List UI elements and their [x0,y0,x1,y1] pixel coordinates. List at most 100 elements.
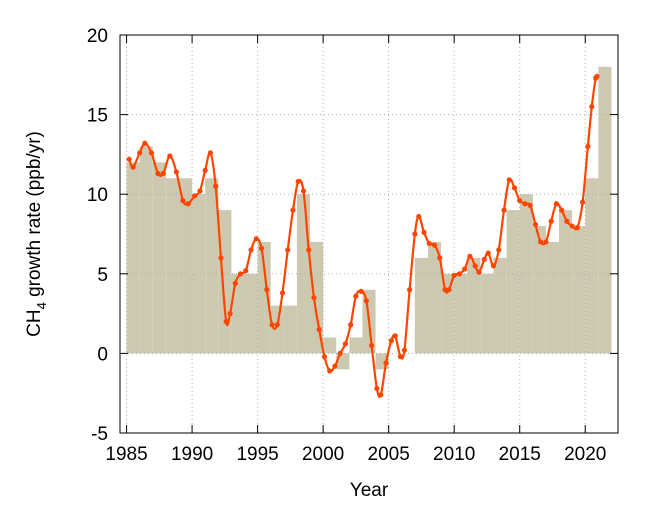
line-point [248,247,254,253]
y-label-main: CH [24,309,45,336]
line-point [496,247,502,253]
x-tick-label: 2000 [302,444,344,465]
line-point [442,287,448,293]
line-point [456,271,463,277]
bar [349,337,363,354]
bar [323,337,337,354]
line-point [392,333,398,339]
line-point [332,363,338,369]
line-point [472,263,478,269]
bar [414,257,428,354]
line-point [501,207,507,213]
line-point [197,188,203,194]
line-point [481,256,487,263]
line-point [192,193,198,199]
bar [506,210,520,354]
bar [467,257,481,354]
line-point [160,170,166,177]
bar [441,273,455,354]
line-point [126,156,132,162]
line-point [490,263,497,269]
bar [454,273,468,354]
line-point [378,392,384,398]
line-point [237,271,244,277]
line-point [348,322,354,328]
x-tick-label: 1995 [236,444,278,465]
line-point [290,207,296,213]
y-axis-label: CH4 growth rate (ppb/yr) [24,131,49,337]
line-point [412,231,418,237]
bar [257,241,271,354]
line-point [285,247,291,253]
bar [205,178,219,354]
x-tick-label: 1985 [105,444,147,465]
line-point [137,150,143,156]
bar [270,305,284,354]
bar [139,146,153,354]
line-point [431,242,438,248]
line-point [401,347,407,353]
bar [559,210,573,354]
plot-frame [119,34,619,434]
y-tick-label: 20 [87,26,108,47]
bar [283,305,297,354]
bar [598,66,612,354]
line-point [569,223,575,229]
line-point [485,250,491,256]
line-point [316,326,322,333]
bar [493,257,507,354]
bar [126,162,140,354]
line-point [279,290,286,296]
line-point [300,188,307,194]
line-point [538,239,544,245]
bar [519,194,533,354]
line-point [130,164,136,170]
line-point [202,167,208,173]
line-point [342,341,349,347]
line-point [476,269,482,275]
line-point [467,253,473,259]
line-point [559,207,565,213]
line-point [416,213,422,220]
bar [585,178,599,354]
line-point [462,266,468,272]
bar [572,226,586,354]
x-tick-label: 2005 [368,444,410,465]
line-point [173,169,179,175]
line-point [388,338,394,344]
bar [218,210,232,354]
bar [532,226,546,354]
line-point [155,170,161,177]
line-point [374,385,380,392]
line-point [295,178,301,185]
bar [244,273,258,354]
y-tick-label: 0 [97,344,108,365]
x-tick-label: 1990 [171,444,213,465]
line-point [227,311,233,317]
line-point [167,153,173,159]
line-point [218,255,224,261]
line-point [223,318,229,325]
line-point [180,197,186,204]
line-point [321,353,328,360]
line-point [207,150,214,156]
y-label-sub: 4 [34,302,49,309]
line-point [258,245,265,251]
line-point [437,255,443,261]
line-point [407,287,413,293]
line-point [553,201,560,207]
y-tick-label: 15 [87,106,108,127]
line-point [148,150,155,156]
line-point [269,322,275,328]
line-point [363,298,369,304]
x-tick-label: 2015 [499,444,541,465]
line-point [232,280,238,286]
y-tick-label: 10 [87,185,108,206]
line-point [253,236,259,242]
x-axis-label: Year [350,480,389,501]
line-point [358,288,364,294]
line-point [213,183,219,189]
line-point [517,197,523,204]
line-point [522,201,528,207]
y-label-rest: growth rate (ppb/yr) [24,131,45,302]
